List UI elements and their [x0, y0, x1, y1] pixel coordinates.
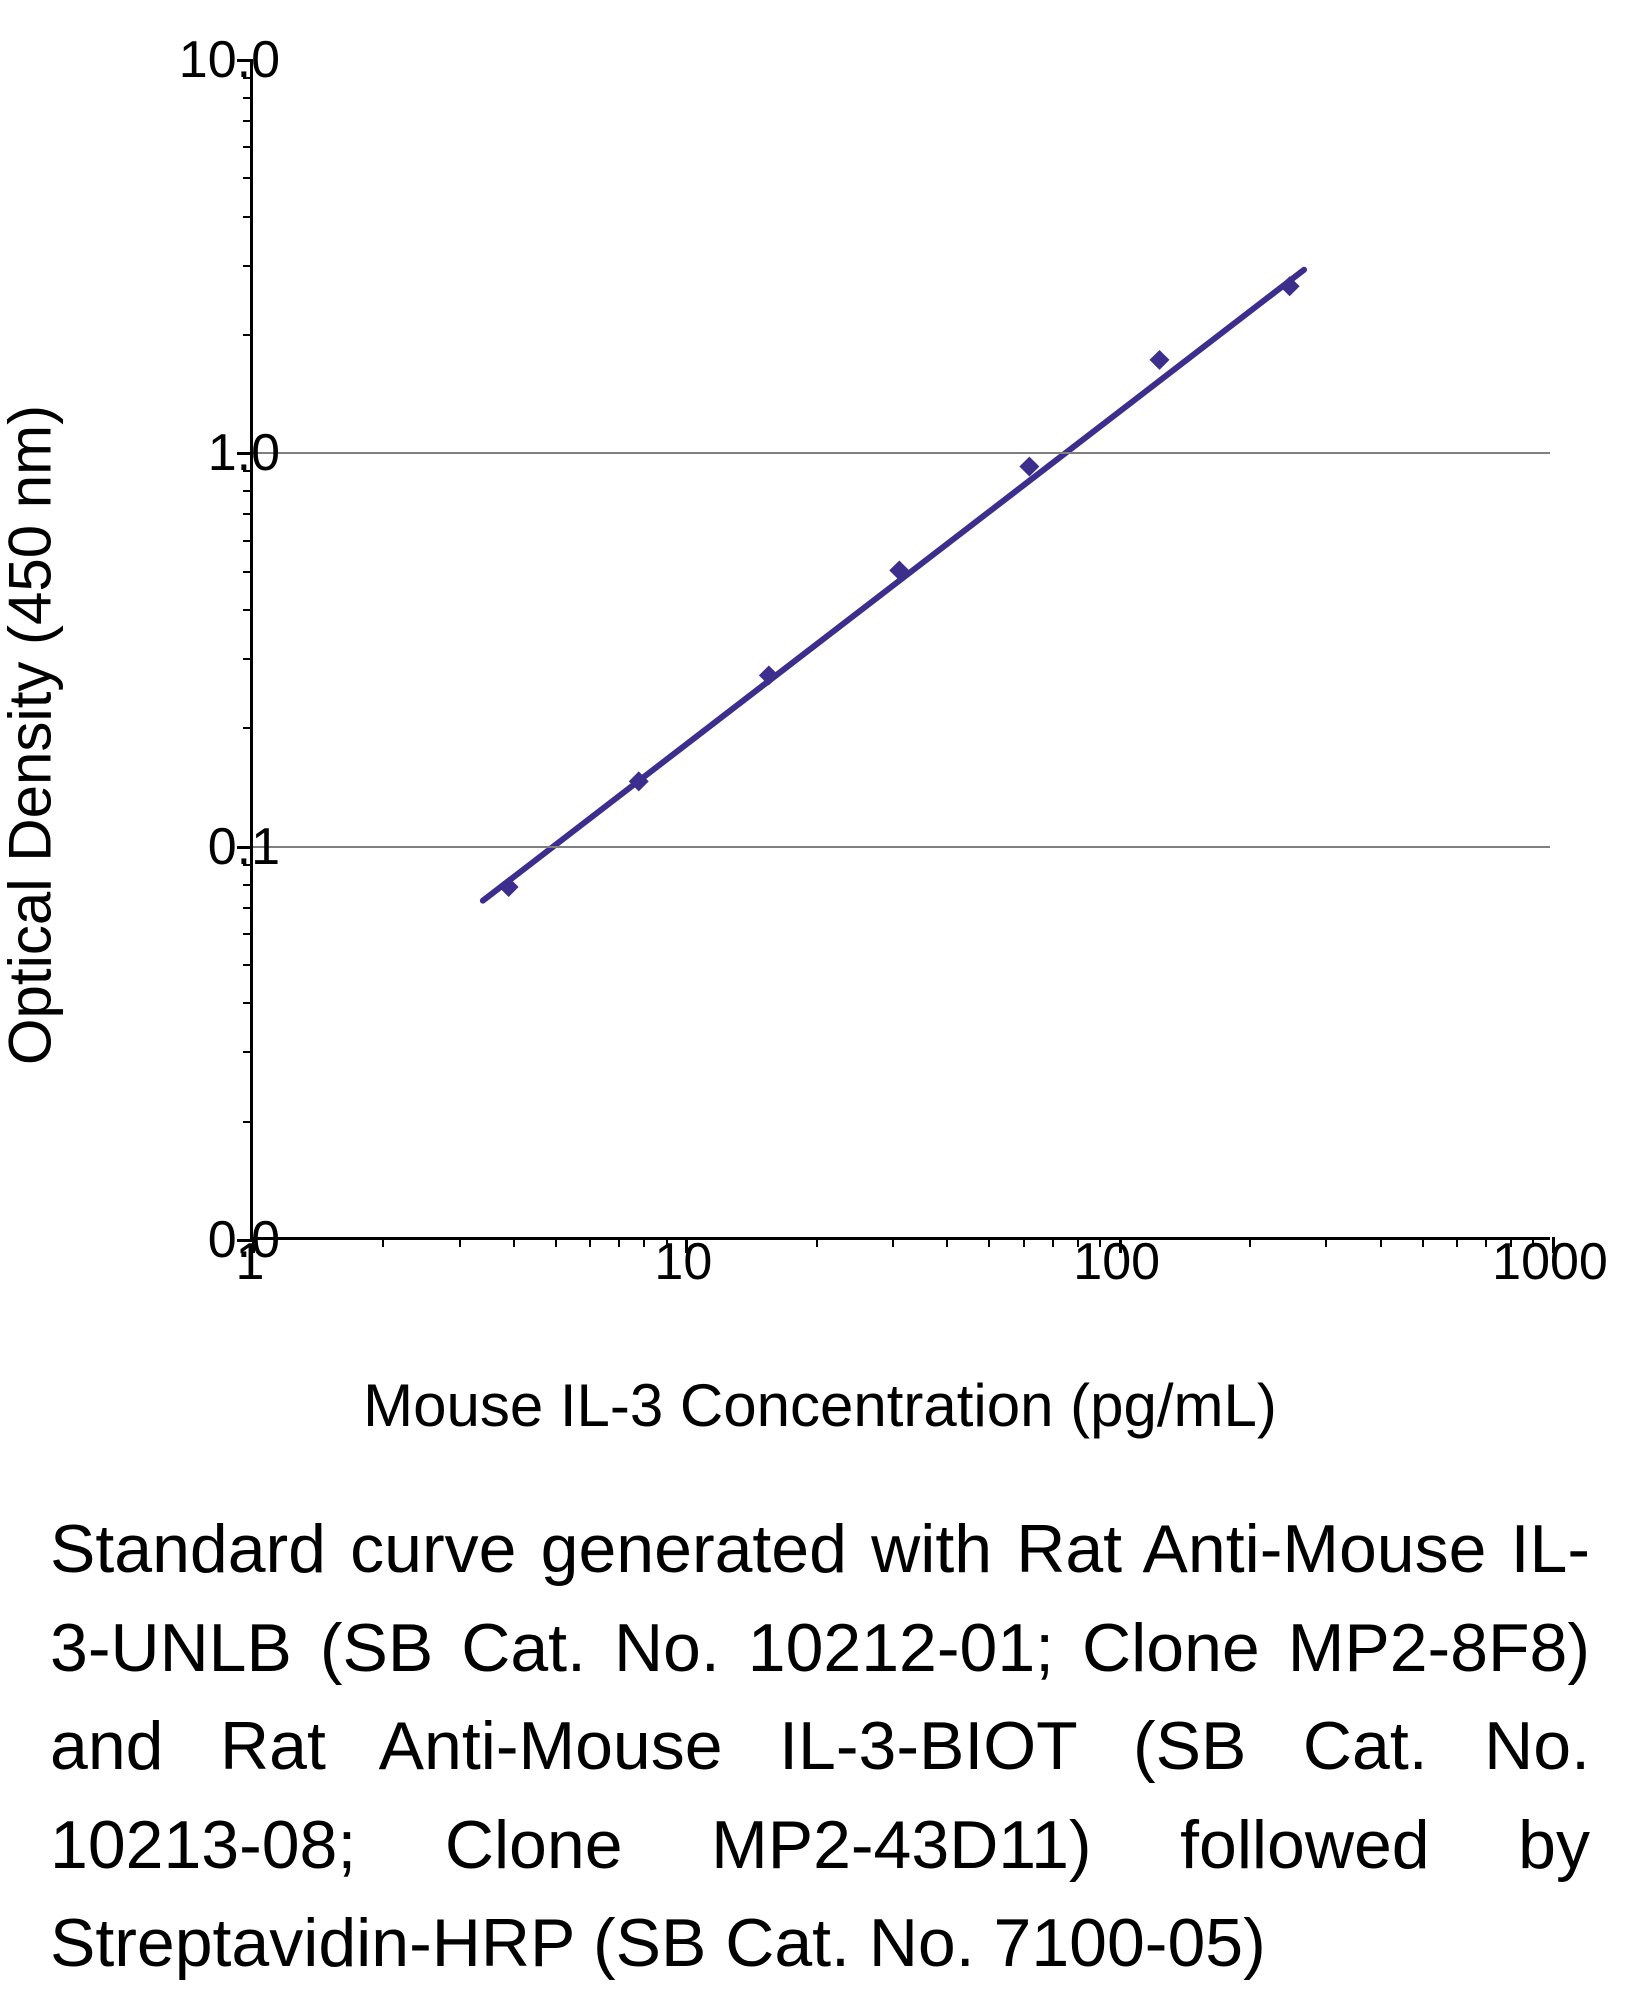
gridline: [253, 452, 1550, 454]
y-tick-label: 0.1: [208, 817, 280, 877]
figure-caption: Standard curve generated with Rat Anti-M…: [50, 1500, 1590, 1993]
y-tick-minor: [243, 727, 253, 729]
y-tick-minor: [243, 933, 253, 935]
x-axis-label: Mouse IL-3 Concentration (pg/mL): [363, 1371, 1277, 1440]
data-marker: [499, 877, 519, 897]
x-tick-minor: [892, 1237, 894, 1247]
y-tick-minor: [243, 1051, 253, 1053]
y-tick-minor: [243, 1121, 253, 1123]
data-marker: [1150, 350, 1170, 370]
chart-svg: [253, 60, 1550, 1237]
data-marker: [759, 665, 779, 685]
x-tick-label: 1: [236, 1232, 265, 1292]
x-tick-minor: [382, 1237, 384, 1247]
x-tick-minor: [459, 1237, 461, 1247]
x-tick-minor: [589, 1237, 591, 1247]
x-tick-minor: [1456, 1237, 1458, 1247]
y-tick-label: 10.0: [179, 30, 280, 90]
y-tick-minor: [243, 571, 253, 573]
y-tick-minor: [243, 540, 253, 542]
y-tick-minor: [243, 490, 253, 492]
gridline: [253, 846, 1550, 848]
y-tick-minor: [243, 1002, 253, 1004]
y-axis-label: Optical Density (450 nm): [0, 405, 65, 1065]
y-tick-minor: [243, 964, 253, 966]
y-tick-minor: [243, 265, 253, 267]
x-tick-minor: [643, 1237, 645, 1247]
y-tick-minor: [243, 97, 253, 99]
y-tick-minor: [243, 907, 253, 909]
y-tick-minor: [243, 120, 253, 122]
y-tick-minor: [243, 658, 253, 660]
x-tick-minor: [618, 1237, 620, 1247]
x-tick-label: 100: [1073, 1232, 1160, 1292]
x-tick-minor: [1380, 1237, 1382, 1247]
x-tick-minor: [1422, 1237, 1424, 1247]
y-tick-minor: [243, 513, 253, 515]
x-tick-minor: [816, 1237, 818, 1247]
data-marker: [1280, 276, 1300, 296]
y-tick-minor: [243, 146, 253, 148]
x-tick-minor: [1325, 1237, 1327, 1247]
x-tick-minor: [1485, 1237, 1487, 1247]
x-tick-label: 10: [654, 1232, 712, 1292]
x-tick-minor: [1052, 1237, 1054, 1247]
x-tick-minor: [513, 1237, 515, 1247]
x-tick-label: 1000: [1492, 1232, 1608, 1292]
x-tick-minor: [1023, 1237, 1025, 1247]
y-tick-minor: [243, 177, 253, 179]
plot-area: [250, 60, 1550, 1240]
x-tick-minor: [555, 1237, 557, 1247]
y-tick-minor: [243, 609, 253, 611]
y-tick-minor: [243, 216, 253, 218]
y-tick-minor: [243, 334, 253, 336]
chart-container: Optical Density (450 nm) Mouse IL-3 Conc…: [50, 40, 1590, 1430]
x-tick-minor: [988, 1237, 990, 1247]
y-tick-minor: [243, 884, 253, 886]
trend-line: [483, 270, 1304, 901]
x-tick-minor: [946, 1237, 948, 1247]
y-tick-label: 1.0: [208, 423, 280, 483]
x-tick-minor: [1249, 1237, 1251, 1247]
